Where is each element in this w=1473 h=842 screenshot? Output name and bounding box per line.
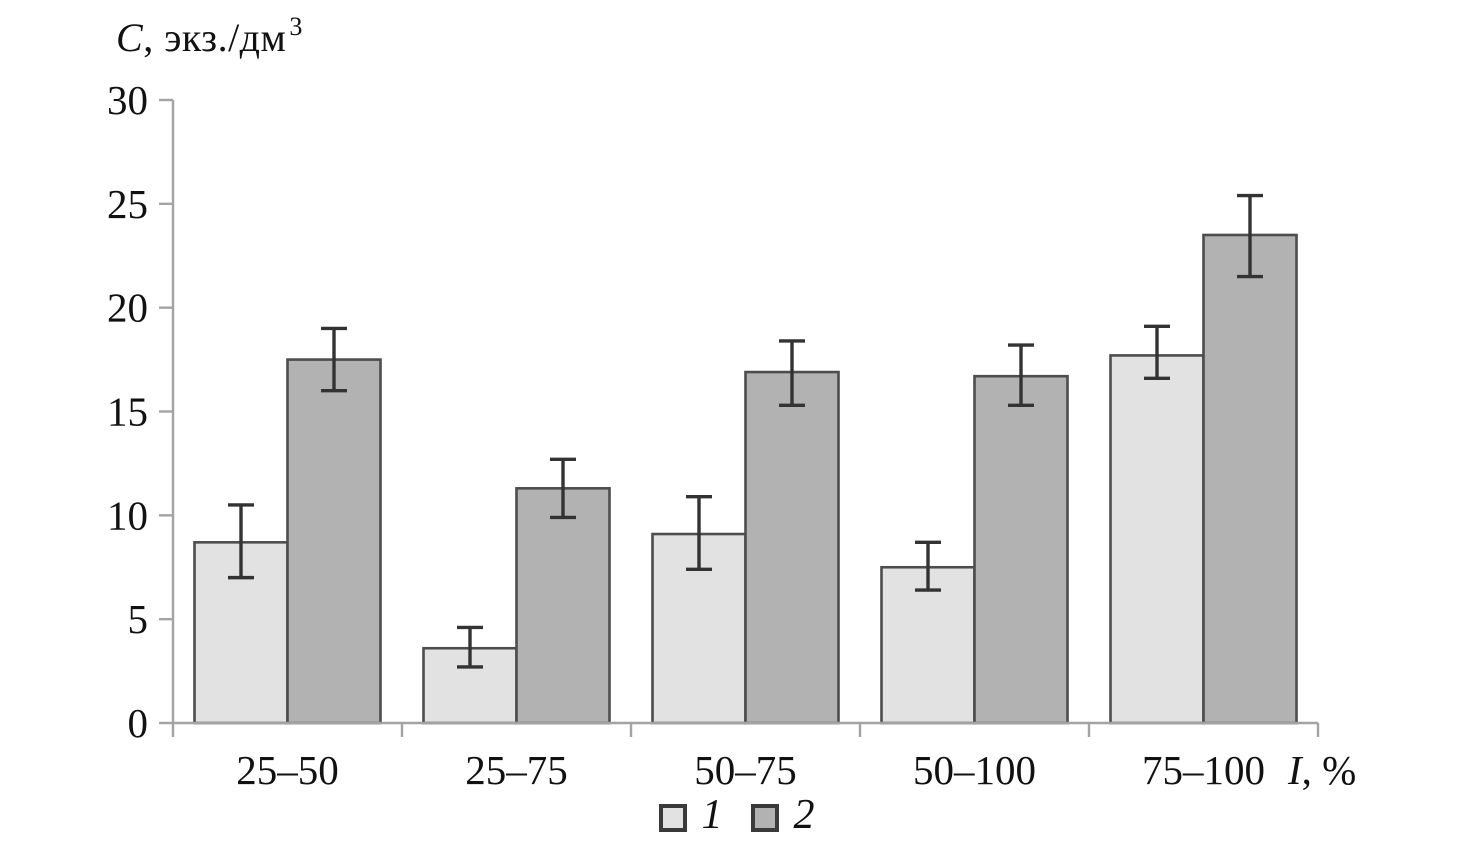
bar-series1-4	[1109, 354, 1205, 725]
y-axis-title: C, экз./дм 3	[116, 12, 303, 61]
legend-swatch-series1	[658, 804, 687, 832]
bar-series2-4	[1202, 233, 1298, 725]
y-axis-title-superscript: 3	[289, 12, 303, 41]
x-category-label: 25–75	[465, 747, 568, 793]
x-axis-label: I, %	[1288, 746, 1356, 794]
y-tick-label: 5	[128, 596, 149, 642]
x-category-label: 25–50	[236, 747, 339, 793]
y-tick-label: 0	[128, 700, 149, 746]
y-tick-label: 20	[107, 285, 148, 331]
legend: 1 2	[0, 794, 1473, 842]
x-category-label: 50–100	[913, 747, 1036, 793]
x-category-label: 50–75	[694, 747, 797, 793]
bar-series2-2	[744, 370, 840, 725]
y-tick-label: 15	[107, 389, 148, 435]
legend-item-series2: 2	[750, 792, 815, 842]
legend-swatch-series2	[750, 804, 779, 832]
y-tick-label: 30	[107, 77, 148, 123]
y-tick-label: 10	[107, 492, 148, 538]
y-tick-label: 25	[107, 181, 148, 227]
x-axis-label-units: , %	[1301, 747, 1357, 793]
legend-label-series1: 1	[701, 792, 723, 838]
legend-label-series2: 2	[793, 792, 815, 838]
legend-item-series1: 1	[658, 792, 723, 842]
y-axis-title-units: , экз./дм	[143, 15, 287, 60]
bar-series2-1	[515, 487, 611, 725]
bar-series2-0	[286, 358, 382, 725]
x-category-label: 75–100	[1142, 747, 1265, 793]
x-axis-label-symbol: I	[1288, 747, 1302, 793]
y-axis-title-symbol: C	[116, 15, 144, 60]
bar-series2-3	[973, 374, 1069, 725]
